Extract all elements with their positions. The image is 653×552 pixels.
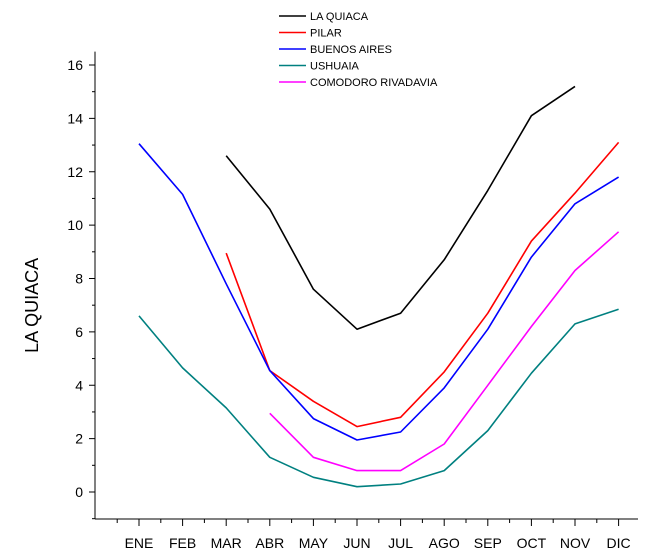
chart-axes: 0 2 4 6 8 10 12 14 16 ENE FEB MAR ABR MAY JUN JUL AGO SEP… — [67, 51, 638, 551]
y-tick-label: 10 — [67, 217, 83, 233]
x-tick-label: NOV — [560, 535, 591, 551]
x-tick-label: AGO — [429, 535, 460, 551]
y-tick-label: 8 — [75, 271, 83, 287]
y-tick-label: 2 — [75, 431, 83, 447]
y-tick-label: 16 — [67, 57, 83, 73]
x-tick-label: SEP — [474, 535, 502, 551]
y-tick-label: 0 — [75, 484, 83, 500]
y-tick-label: 12 — [67, 164, 83, 180]
series-lines — [138, 85, 620, 488]
y-tick-label: 4 — [75, 377, 83, 393]
x-tick-label: ABR — [255, 535, 284, 551]
y-tick-label: 6 — [75, 324, 83, 340]
series-line-buenos-aires — [138, 143, 620, 441]
series-line-pilar — [225, 141, 620, 428]
x-tick-label: FEB — [169, 535, 196, 551]
x-tick-label: MAR — [211, 535, 242, 551]
series-line-la-quiaca — [225, 85, 576, 331]
x-tick-label: JUN — [343, 535, 370, 551]
chart-legend: LA QUIACA PILAR BUENOS AIRES USHUAIA COMODOR… — [279, 11, 438, 89]
x-tick-label: OCT — [517, 535, 547, 551]
series-line-comodoro-rivadavia — [269, 231, 620, 472]
y-tick-label: 14 — [67, 110, 83, 126]
x-tick-label: DIC — [607, 535, 631, 551]
legend-label: COMODORO RIVADAVIA — [310, 77, 438, 89]
series-line-ushuaia — [138, 308, 619, 488]
legend-label: USHUAIA — [310, 61, 360, 73]
x-tick-label: ENE — [125, 535, 154, 551]
legend-label: BUENOS AIRES — [310, 44, 392, 56]
y-axis-title: LA QUIACA — [22, 258, 42, 353]
legend-label: LA QUIACA — [310, 11, 369, 23]
x-tick-label: JUL — [388, 535, 413, 551]
legend-label: PILAR — [310, 28, 342, 40]
x-tick-label: MAY — [299, 535, 329, 551]
